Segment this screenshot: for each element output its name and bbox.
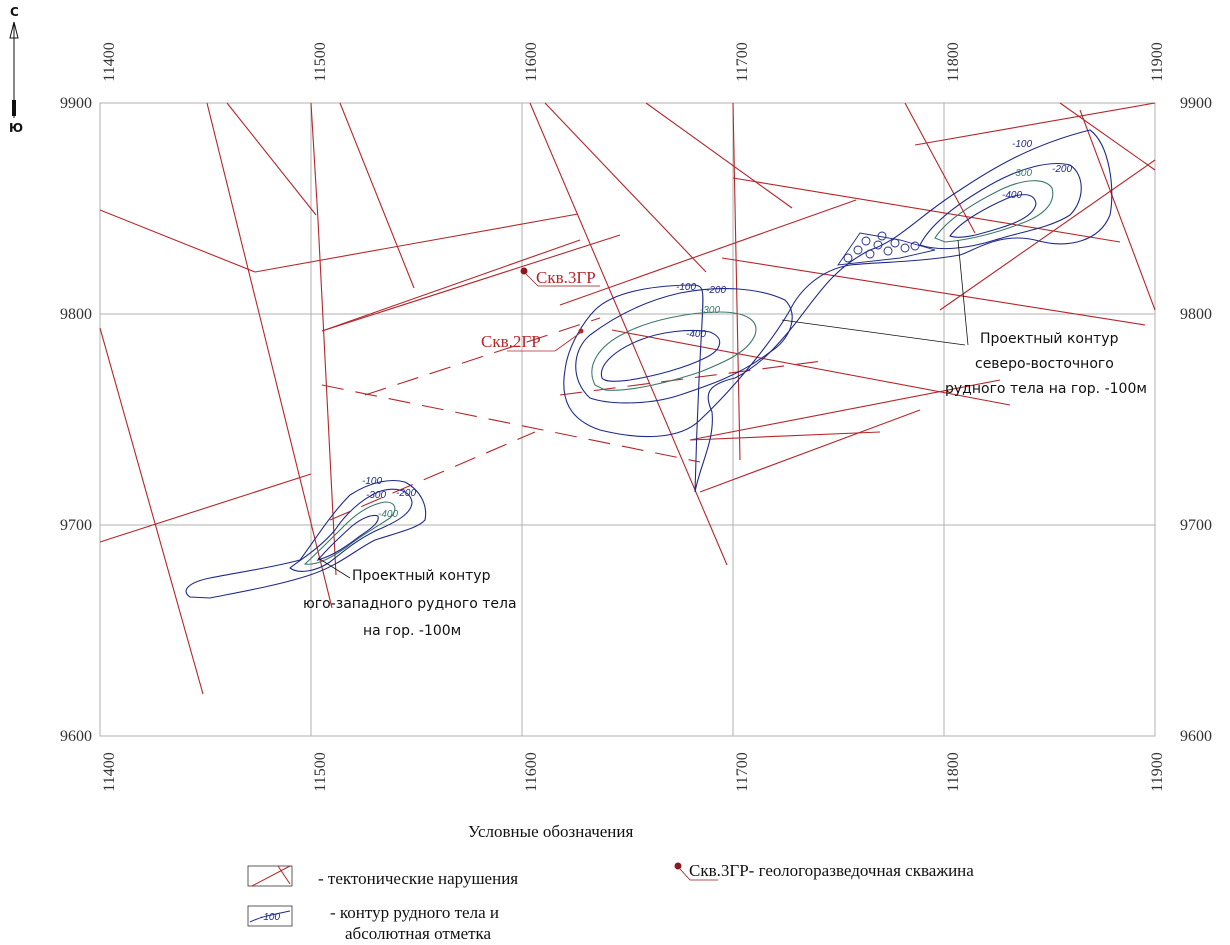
ne-project-annotation: Проектный контур северо-восточного рудно…	[781, 239, 1147, 397]
x-tick: 11800	[945, 752, 962, 791]
y-tick: 9800	[60, 306, 92, 323]
x-tick: 11900	[1149, 42, 1166, 81]
x-tick: 11500	[312, 42, 329, 81]
y-tick: 9900	[60, 95, 92, 112]
well-2gr[interactable]: Скв.2ГР	[481, 328, 584, 352]
annotation-line: рудного тела на гор. -100м	[945, 381, 1147, 397]
legend-well-desc: - геологоразведочная скважина	[748, 861, 974, 880]
well-marker-icon	[520, 267, 528, 275]
x-tick: 11600	[523, 752, 540, 791]
contour-label: -100	[676, 282, 696, 293]
legend-well-symbol	[674, 862, 718, 881]
contour-label: -300	[1012, 168, 1032, 179]
sw-project-annotation: Проектный контур юго-западного рудного т…	[303, 557, 517, 639]
y-tick: 9700	[60, 517, 92, 534]
x-tick: 11400	[101, 42, 118, 81]
north-label: С	[10, 5, 19, 19]
legend-contour-label-1: - контур рудного тела и	[330, 903, 499, 922]
legend-contour-label-2: абсолютная отметка	[345, 924, 492, 943]
legend-faults-label: - тектонические нарушения	[318, 869, 519, 888]
contour-label: -400	[1002, 190, 1022, 201]
contour-label: -100	[362, 476, 382, 487]
legend-title: Условные обозначения	[468, 822, 634, 841]
x-tick: 11900	[1149, 752, 1166, 791]
contour-label: -300	[366, 490, 386, 501]
x-tick: 11600	[523, 42, 540, 81]
legend-fault-symbol	[247, 865, 293, 887]
y-tick: 9800	[1180, 306, 1212, 323]
well-label: Скв.2ГР	[481, 332, 541, 351]
contour-label: -200	[1052, 164, 1072, 175]
y-tick: 9600	[60, 728, 92, 745]
tectonic-faults	[99, 102, 1156, 695]
contour-label: -200	[706, 285, 726, 296]
annotation-line: северо-восточного	[975, 356, 1114, 372]
annotation-line: Проектный контур	[980, 331, 1119, 347]
coordinate-grid	[99, 102, 1156, 737]
legend-well-sample: Скв.3ГР	[689, 861, 749, 880]
x-tick: 11800	[945, 42, 962, 81]
breccia-zone	[837, 231, 936, 266]
annotation-line: юго-западного рудного тела	[303, 596, 517, 612]
south-label: Ю	[9, 121, 23, 135]
projected-faults	[321, 317, 831, 521]
contour-label: -200	[396, 488, 416, 499]
contour-label: -400	[686, 329, 706, 340]
contour-label: -300	[700, 305, 720, 316]
legend-contour-symbol: -100	[247, 905, 293, 927]
x-tick: 11500	[312, 752, 329, 791]
y-tick: 9600	[1180, 728, 1212, 745]
x-tick: 11400	[101, 752, 118, 791]
y-tick: 9700	[1180, 517, 1212, 534]
north-arrow-icon: С Ю	[9, 5, 23, 135]
y-tick: 9900	[1180, 95, 1212, 112]
map-frame	[99, 102, 1156, 737]
contour-label: -100	[1012, 139, 1032, 150]
legend-contour-value: -100	[260, 912, 280, 923]
well-marker-icon	[674, 862, 682, 870]
sw-ore-body-contours	[185, 479, 427, 599]
x-tick: 11700	[734, 42, 751, 81]
annotation-line: Проектный контур	[352, 568, 491, 584]
contour-labels: -100 -200 -300 -400 -100 -200 -300 -400 …	[362, 139, 1072, 520]
well-3gr[interactable]: Скв.3ГР	[520, 267, 601, 288]
annotation-line: на гор. -100м	[363, 623, 461, 639]
contour-label: -400	[378, 509, 398, 520]
well-label: Скв.3ГР	[536, 268, 596, 287]
ne-ore-body-contours	[563, 129, 1113, 493]
legend-well-label: Скв.3ГР- геологоразведочная скважина	[689, 860, 974, 882]
y-tick-labels-left: 9900 9800 9700 9600	[60, 95, 92, 745]
x-tick-labels-top: 11400 11500 11600 11700 11800 11900	[101, 42, 1166, 81]
x-tick: 11700	[734, 752, 751, 791]
x-tick-labels-bottom: 11400 11500 11600 11700 11800 11900	[101, 752, 1166, 791]
well-marker-icon	[578, 328, 584, 334]
y-tick-labels-right: 9900 9800 9700 9600	[1180, 95, 1212, 745]
